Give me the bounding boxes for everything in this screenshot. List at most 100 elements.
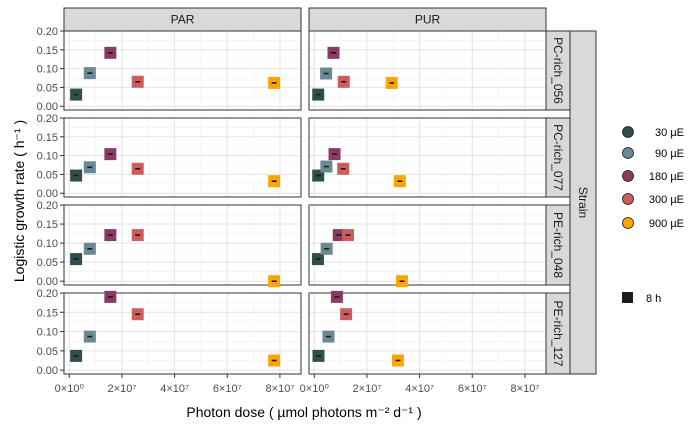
y-tick-label: 0.20 xyxy=(37,26,58,38)
x-tick-label: 0×10⁰ xyxy=(55,383,85,395)
panel-border xyxy=(63,117,302,198)
strip-background xyxy=(308,7,547,32)
row-strip-label: PC-rich_056 xyxy=(551,37,565,104)
data-point xyxy=(104,229,117,242)
legend-swatch xyxy=(622,170,634,182)
panel-background xyxy=(64,118,301,197)
data-point xyxy=(268,354,281,367)
data-point xyxy=(268,175,281,188)
legend-label: 30 µE xyxy=(655,127,684,139)
row-strip-label: PE-rich_048 xyxy=(551,212,565,278)
panel-background xyxy=(309,118,546,197)
strip-background xyxy=(545,30,571,111)
y-tick-label: 0.00 xyxy=(37,276,58,288)
legend-item: 300 µE xyxy=(622,193,684,206)
y-axis-title: Logistic growth rate ( h⁻¹ ) xyxy=(11,120,27,282)
data-point xyxy=(337,162,350,175)
y-tick-label: 0.05 xyxy=(37,346,58,358)
strip-background xyxy=(545,117,571,198)
y-tick-label: 0.20 xyxy=(37,200,58,212)
data-point xyxy=(131,308,144,321)
data-point xyxy=(392,354,405,367)
legend-swatch xyxy=(622,147,634,159)
data-point xyxy=(104,290,117,303)
panel-PUR-PC-rich_077 xyxy=(308,117,547,198)
panel-PUR-PC-rich_056 xyxy=(308,30,547,111)
legend-label: 90 µE xyxy=(655,148,684,160)
data-point xyxy=(393,175,406,188)
legend-item: 180 µE xyxy=(622,170,684,183)
y-tick-label: 0.10 xyxy=(37,327,58,339)
data-point xyxy=(268,275,281,288)
row-strip-label: PC-rich_077 xyxy=(551,124,565,191)
y-tick-label: 0.10 xyxy=(37,64,58,76)
data-point xyxy=(131,162,144,175)
x-tick-label: 2×10⁷ xyxy=(108,383,137,395)
data-point xyxy=(70,253,83,266)
column-strip-label: PUR xyxy=(415,13,441,27)
data-point xyxy=(268,76,281,89)
group-strip-label: Strain xyxy=(576,187,590,218)
data-point xyxy=(328,148,341,161)
y-tick-label: 0.10 xyxy=(37,238,58,250)
panel-PAR-PE-rich_048 xyxy=(63,204,302,288)
column-strip-PAR: PAR xyxy=(63,7,302,32)
y-tick-label: 0.15 xyxy=(37,45,58,57)
panel-background xyxy=(309,205,546,285)
y-axis: 0.000.050.100.150.200.000.050.100.150.20… xyxy=(37,26,64,377)
data-point xyxy=(70,88,83,101)
x-tick-label: 6×10⁷ xyxy=(213,383,242,395)
panel-background xyxy=(309,293,546,374)
legend-label: 300 µE xyxy=(649,194,684,206)
data-point xyxy=(327,46,340,59)
panel-PAR-PC-rich_056 xyxy=(63,30,302,111)
data-point xyxy=(332,229,345,242)
panel-border xyxy=(63,292,302,375)
legend-shape-item: 8 h xyxy=(622,292,661,305)
panel-PAR-PC-rich_077 xyxy=(63,117,302,198)
y-tick-label: 0.05 xyxy=(37,257,58,269)
data-point xyxy=(131,229,144,242)
data-point xyxy=(330,290,343,303)
x-tick-label: 2×10⁷ xyxy=(353,383,382,395)
data-point xyxy=(83,330,96,343)
row-strip-PC-rich_077: PC-rich_077 xyxy=(545,117,571,198)
x-tick-label: 0×10⁰ xyxy=(300,383,330,395)
y-tick-label: 0.00 xyxy=(37,101,58,113)
panel-PUR-PE-rich_048 xyxy=(308,204,547,288)
legend-label: 8 h xyxy=(646,293,661,305)
y-tick-label: 0.15 xyxy=(37,307,58,319)
y-tick-label: 0.00 xyxy=(37,365,58,377)
y-tick-label: 0.05 xyxy=(37,82,58,94)
data-point xyxy=(320,242,333,255)
strip-background xyxy=(545,204,571,286)
column-strip-label: PAR xyxy=(171,13,195,27)
y-tick-label: 0.00 xyxy=(37,188,58,200)
data-point xyxy=(131,75,144,88)
data-point xyxy=(341,229,354,242)
x-tick-label: 8×10⁷ xyxy=(511,383,540,395)
legend-square-swatch xyxy=(622,292,633,303)
y-tick-label: 0.15 xyxy=(37,219,58,231)
strip-background xyxy=(63,7,302,32)
y-tick-label: 0.20 xyxy=(37,113,58,125)
legend-item: 90 µE xyxy=(622,147,684,160)
row-strip-label: PE-rich_127 xyxy=(551,300,565,366)
x-axis-title: Photon dose ( µmol photons m⁻² d⁻¹ ) xyxy=(186,404,421,420)
x-tick-label: 6×10⁷ xyxy=(458,383,487,395)
legend: 30 µE 90 µE 180 µE 300 µE 900 µE 8 h xyxy=(622,126,684,305)
panels-layer xyxy=(63,30,547,375)
legend-swatch xyxy=(622,217,634,229)
column-strip-PUR: PUR xyxy=(308,7,547,32)
data-point xyxy=(322,330,335,343)
legend-item: 900 µE xyxy=(622,217,684,230)
data-point xyxy=(337,75,350,88)
panel-PAR-PE-rich_127 xyxy=(63,290,302,375)
data-point xyxy=(320,67,333,80)
data-point xyxy=(70,349,83,362)
data-point xyxy=(104,148,117,161)
data-point xyxy=(70,169,83,182)
panel-border xyxy=(63,204,302,286)
strip-background xyxy=(545,292,571,375)
data-point xyxy=(312,349,325,362)
